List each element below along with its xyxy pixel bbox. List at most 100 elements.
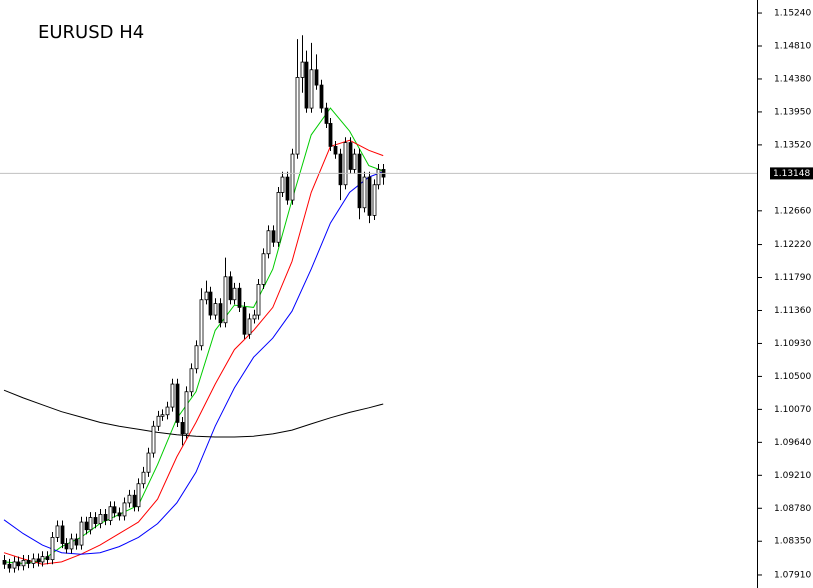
candle-body xyxy=(232,287,237,301)
candle-body xyxy=(208,291,213,316)
candle-body xyxy=(314,69,319,86)
moving-average-line xyxy=(3,171,384,555)
chart-title: EURUSD H4 xyxy=(38,22,144,43)
candle-body xyxy=(175,383,180,423)
current-price-label: 1.13148 xyxy=(773,169,810,179)
candle-body xyxy=(165,406,170,416)
candle-body xyxy=(117,512,122,517)
candle-body xyxy=(280,176,285,193)
candle-body xyxy=(319,84,324,109)
candle-body xyxy=(184,391,189,435)
candle-body xyxy=(60,525,65,544)
candle-body xyxy=(285,176,290,201)
candle-body xyxy=(151,425,156,454)
candle-body xyxy=(122,502,127,517)
y-tick-label: 1.12660 xyxy=(774,206,811,216)
y-tick-label: 1.12220 xyxy=(774,240,811,250)
candle-body xyxy=(309,69,314,109)
candle-body xyxy=(333,146,338,155)
candle-body xyxy=(112,506,117,514)
candle-body xyxy=(2,560,7,565)
candle-body xyxy=(141,471,146,485)
candle-body xyxy=(266,230,271,255)
y-tick-label: 1.08780 xyxy=(774,504,811,514)
candle-body xyxy=(189,368,194,393)
candle-body xyxy=(276,192,281,243)
candle-body xyxy=(290,153,295,201)
candle-body xyxy=(338,153,343,186)
y-tick-label: 1.10930 xyxy=(774,339,811,349)
y-tick-label: 1.11790 xyxy=(774,273,811,283)
candle-body xyxy=(271,230,276,243)
y-tick-label: 1.09640 xyxy=(774,438,811,448)
y-tick-label: 1.11360 xyxy=(774,306,811,316)
candle-body xyxy=(127,494,132,504)
candle-body xyxy=(50,537,55,561)
candle-body xyxy=(36,558,41,563)
candle-body xyxy=(324,107,329,124)
candle-body xyxy=(74,538,79,546)
candle-body xyxy=(45,556,50,561)
candle-body xyxy=(300,61,305,78)
candle-body xyxy=(343,142,348,186)
candle-body xyxy=(304,61,309,109)
candle-body xyxy=(252,314,257,320)
candle-body xyxy=(372,184,377,216)
candle-body xyxy=(156,415,161,427)
y-tick-label: 1.13520 xyxy=(774,140,811,150)
candle-body xyxy=(367,176,372,216)
y-tick-label: 1.15240 xyxy=(774,9,811,19)
candle-body xyxy=(26,560,31,564)
candle-body xyxy=(12,561,17,569)
candle-body xyxy=(194,345,199,370)
y-tick-label: 1.10500 xyxy=(774,372,811,382)
y-tick-label: 1.08350 xyxy=(774,537,811,547)
candle-body xyxy=(40,556,45,563)
candle-body xyxy=(348,142,353,170)
candle-body xyxy=(16,561,21,567)
candle-body xyxy=(93,517,98,525)
candle-body xyxy=(362,176,367,209)
candle-body xyxy=(261,253,266,285)
candle-body xyxy=(31,558,36,564)
y-tick-label: 1.14810 xyxy=(774,41,811,51)
y-tick-label: 1.09210 xyxy=(774,471,811,481)
candle-body xyxy=(103,514,108,521)
candle-body xyxy=(132,494,137,508)
candle-body xyxy=(204,291,209,301)
candle-body xyxy=(357,153,362,209)
candle-body xyxy=(223,276,228,324)
candle-body xyxy=(228,276,233,301)
candle-body xyxy=(69,538,74,550)
candle-body xyxy=(146,452,151,473)
candle-body xyxy=(376,169,381,186)
candle-body xyxy=(98,514,103,525)
candle-body xyxy=(21,560,26,567)
candle-body xyxy=(55,525,60,538)
candle-body xyxy=(88,517,93,531)
candle-body xyxy=(218,303,223,324)
candle-body xyxy=(256,284,261,316)
candle-body xyxy=(79,521,84,546)
moving-average-line xyxy=(3,389,384,438)
moving-average-line xyxy=(3,139,384,565)
y-tick-label: 1.10070 xyxy=(774,405,811,415)
y-tick-label: 1.13950 xyxy=(774,107,811,117)
candle-body xyxy=(352,153,357,170)
candle-body xyxy=(328,123,333,147)
candle-body xyxy=(242,307,247,335)
candle-body xyxy=(136,483,141,508)
y-tick-label: 1.07910 xyxy=(774,570,811,580)
candle-body xyxy=(170,383,175,408)
y-tick-label: 1.14380 xyxy=(774,74,811,84)
candle-body xyxy=(160,414,165,417)
current-price-box xyxy=(770,167,813,180)
candle-body xyxy=(180,422,185,435)
candle-body xyxy=(237,287,242,308)
candle-body xyxy=(84,521,89,531)
candle-body xyxy=(64,543,69,550)
candle-body xyxy=(247,318,252,335)
candle-body xyxy=(7,563,12,569)
